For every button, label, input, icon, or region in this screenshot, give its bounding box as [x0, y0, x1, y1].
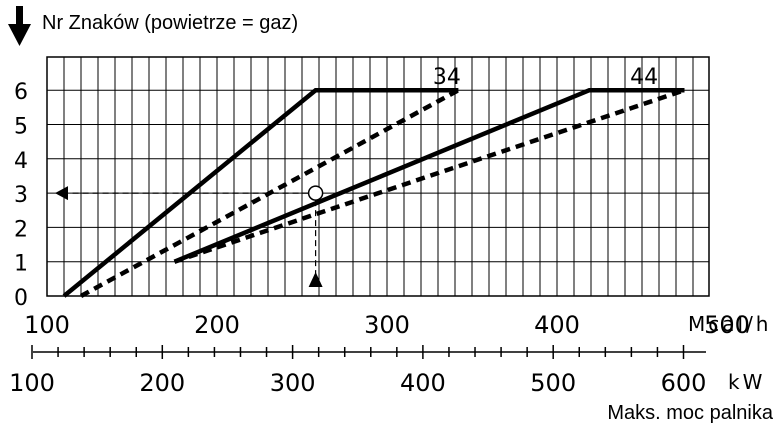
x-unit-secondary-label: kW	[728, 370, 765, 394]
example-point-marker	[307, 185, 324, 201]
chart-series	[62, 87, 686, 298]
x-tick-label-primary: 100	[24, 311, 70, 339]
x-tick-label-secondary: 500	[530, 369, 576, 397]
series-line-34-solid	[62, 87, 459, 298]
x-axis-secondary: 100 200 300 400 500 600	[9, 345, 706, 397]
y-tick-label: 0	[14, 286, 28, 311]
series-label: 44	[630, 65, 658, 90]
down-arrow-icon	[8, 6, 31, 46]
chart-title: Nr Znaków (powietrze = gaz)	[42, 12, 298, 34]
x-tick-label-primary: 400	[534, 311, 580, 339]
x-tick-label-secondary: 200	[139, 369, 185, 397]
plot-frame	[46, 56, 710, 297]
up-arrow-icon	[308, 272, 323, 287]
series-label: 34	[433, 65, 461, 90]
series-line-34-dashed	[79, 88, 460, 298]
x-tick-label-primary: 200	[194, 311, 240, 339]
x-tick-label-primary: 300	[364, 311, 410, 339]
x-unit-primary-label: Mcal/h	[688, 312, 771, 336]
y-tick-label: 2	[14, 217, 28, 242]
y-tick-label: 3	[14, 183, 28, 208]
x-tick-labels-primary: 100 200 300 400 500	[24, 311, 750, 339]
y-tick-label: 6	[14, 80, 28, 105]
left-arrow-icon	[55, 186, 68, 201]
y-tick-label: 4	[14, 149, 28, 174]
chart-annotations: 34 44	[55, 65, 658, 287]
x-tick-label-secondary: 300	[270, 369, 316, 397]
y-tick-label: 1	[14, 252, 28, 277]
x-tick-label-secondary: 400	[400, 369, 446, 397]
x-axis-label: Maks. moc palnika	[607, 402, 773, 424]
series-line-44-solid	[173, 87, 685, 264]
x-tick-label-secondary: 600	[661, 369, 707, 397]
y-tick-labels: 0 1 2 3 4 5 6	[14, 80, 28, 311]
x-tick-label-primary: 500	[704, 311, 750, 339]
chart-grid	[47, 57, 709, 296]
plot-border	[46, 56, 710, 297]
x-tick-label-secondary: 100	[9, 369, 55, 397]
y-tick-label: 5	[14, 115, 28, 140]
